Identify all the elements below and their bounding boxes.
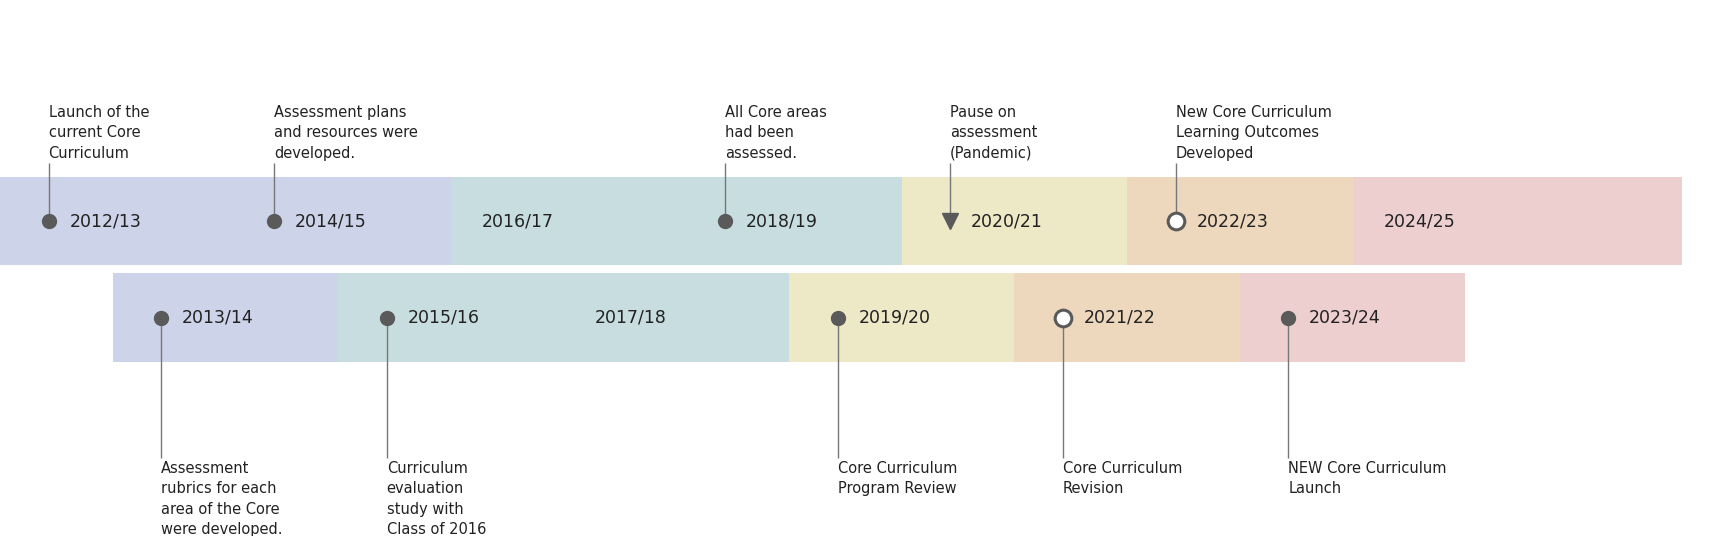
Text: New Core Curriculum
Learning Outcomes
Developed: New Core Curriculum Learning Outcomes De… <box>1176 105 1332 161</box>
Text: Curriculum
evaluation
study with
Class of 2016: Curriculum evaluation study with Class o… <box>387 461 486 536</box>
Text: 2024/25: 2024/25 <box>1384 212 1455 230</box>
Text: NEW Core Curriculum
Launch: NEW Core Curriculum Launch <box>1288 461 1446 496</box>
Bar <box>0 177 225 265</box>
Text: 2023/24: 2023/24 <box>1309 309 1380 326</box>
Bar <box>113 273 338 362</box>
Text: Assessment plans
and resources were
developed.: Assessment plans and resources were deve… <box>274 105 418 161</box>
Bar <box>1353 177 1682 265</box>
Text: Pause on
assessment
(Pandemic): Pause on assessment (Pandemic) <box>950 105 1037 161</box>
Text: Core Curriculum
Program Review: Core Curriculum Program Review <box>838 461 957 496</box>
Bar <box>1240 273 1465 362</box>
Text: 2014/15: 2014/15 <box>295 212 366 230</box>
Bar <box>902 177 1127 265</box>
Bar <box>225 177 451 265</box>
Bar <box>451 177 676 265</box>
Text: 2017/18: 2017/18 <box>595 309 666 326</box>
Text: All Core areas
had been
assessed.: All Core areas had been assessed. <box>725 105 827 161</box>
Text: 2022/23: 2022/23 <box>1196 212 1268 230</box>
Text: 2021/22: 2021/22 <box>1084 309 1155 326</box>
Bar <box>1127 177 1353 265</box>
Bar <box>789 273 1014 362</box>
Bar <box>1014 273 1240 362</box>
Text: 2012/13: 2012/13 <box>69 212 140 230</box>
Text: 2019/20: 2019/20 <box>858 309 931 326</box>
Text: Core Curriculum
Revision: Core Curriculum Revision <box>1063 461 1183 496</box>
Text: 2020/21: 2020/21 <box>971 212 1042 230</box>
Text: Assessment
rubrics for each
area of the Core
were developed.: Assessment rubrics for each area of the … <box>161 461 283 536</box>
Bar <box>338 273 564 362</box>
Bar <box>676 177 902 265</box>
Text: 2018/19: 2018/19 <box>746 212 818 230</box>
Text: Launch of the
current Core
Curriculum: Launch of the current Core Curriculum <box>49 105 149 161</box>
Text: 2013/14: 2013/14 <box>182 309 253 326</box>
Text: 2015/16: 2015/16 <box>407 309 480 326</box>
Bar <box>564 273 789 362</box>
Text: 2016/17: 2016/17 <box>482 212 555 230</box>
